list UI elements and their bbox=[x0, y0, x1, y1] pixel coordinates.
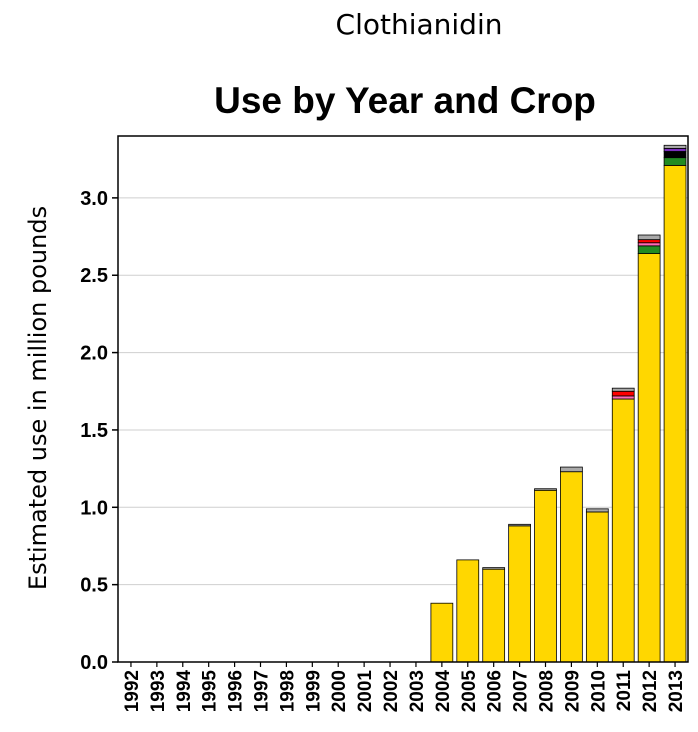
bar-segment-2006-s6 bbox=[482, 567, 506, 570]
bar-segment-2005-s0 bbox=[456, 559, 480, 663]
bar-segment-2009-s0 bbox=[560, 471, 583, 663]
x-tick-label: 2012 bbox=[640, 670, 661, 712]
x-tick-label: 2011 bbox=[614, 670, 635, 712]
x-tick-label: 1997 bbox=[252, 670, 273, 712]
plot-frame bbox=[117, 135, 689, 663]
bar-segment-2013-s5 bbox=[663, 147, 687, 152]
x-tick-label: 2013 bbox=[666, 670, 687, 712]
bar-segment-2008-s0 bbox=[534, 489, 557, 663]
bar-segment-2010-s6 bbox=[585, 508, 609, 513]
y-tick-label: 3.0 bbox=[80, 188, 108, 210]
x-tick-label: 2001 bbox=[355, 670, 376, 713]
x-tick-label: 1994 bbox=[174, 670, 195, 713]
bar-segment-2010-s0 bbox=[585, 511, 609, 663]
y-tick-label: 2.5 bbox=[80, 265, 108, 287]
bar-segment-2012-s0 bbox=[637, 253, 661, 663]
x-tick-label: 2002 bbox=[381, 670, 402, 712]
x-tick-label: 2006 bbox=[485, 670, 506, 712]
y-tick-label: 1.5 bbox=[80, 420, 108, 442]
x-tick-label: 1996 bbox=[226, 670, 247, 712]
bar-segment-2007-s6 bbox=[508, 523, 531, 527]
bar-segment-2008-s6 bbox=[534, 488, 557, 491]
x-tick-label: 1995 bbox=[200, 670, 221, 713]
gridlines bbox=[118, 197, 688, 586]
x-tick-label: 2000 bbox=[329, 670, 350, 712]
chart-title: Use by Year and Crop bbox=[214, 80, 596, 121]
bar-segment-2009-s6 bbox=[560, 466, 583, 473]
bar-segment-2011-s0 bbox=[611, 398, 635, 663]
y-tick-label: 2.0 bbox=[80, 343, 108, 365]
bar-segment-2007-s0 bbox=[508, 525, 531, 663]
bar-segment-2013-s4 bbox=[663, 151, 687, 159]
x-tick-label: 2009 bbox=[562, 670, 583, 712]
bar-segment-2013-s1 bbox=[663, 157, 687, 166]
x-tick-label: 1992 bbox=[122, 670, 143, 712]
y-axis-ticks: 0.0 0.5 1.0 1.5 2.0 2.5 3.0 bbox=[80, 188, 118, 674]
x-tick-label: 1999 bbox=[303, 670, 324, 712]
bar-segment-2012-s2 bbox=[637, 242, 661, 247]
bar-segment-2011-s2 bbox=[611, 395, 635, 400]
x-tick-label: 2007 bbox=[511, 670, 532, 712]
y-tick-label: 1.0 bbox=[80, 497, 108, 519]
bar-segment-2012-s1 bbox=[637, 245, 661, 254]
x-tick-label: 2010 bbox=[588, 670, 609, 712]
x-tick-label: 2005 bbox=[459, 670, 480, 713]
bar-segment-2011-s3 bbox=[611, 390, 635, 397]
x-tick-label: 2003 bbox=[407, 670, 428, 712]
x-tick-label: 2008 bbox=[537, 670, 558, 712]
bar-segment-2006-s0 bbox=[482, 568, 506, 663]
compound-name: Clothianidin bbox=[335, 8, 503, 41]
bar-segment-2004-s0 bbox=[430, 602, 454, 663]
x-tick-label: 1998 bbox=[277, 670, 298, 712]
x-tick-label: 1993 bbox=[148, 670, 169, 712]
bar-segment-2013-s0 bbox=[663, 164, 687, 663]
bar-segment-2012-s3 bbox=[637, 239, 661, 244]
bars bbox=[430, 144, 687, 663]
bar-segment-2012-s6 bbox=[637, 234, 661, 241]
x-axis-ticks: 1992 1993 1994 1995 1996 1997 1998 1999 2000 2001… bbox=[122, 662, 687, 712]
bar-segment-2011-s6 bbox=[611, 387, 635, 392]
y-tick-label: 0.5 bbox=[80, 575, 108, 597]
y-axis-label: Estimated use in million pounds bbox=[24, 206, 52, 590]
y-tick-label: 0.0 bbox=[80, 652, 108, 674]
x-tick-label: 2004 bbox=[433, 670, 454, 713]
bar-segment-2013-s6 bbox=[663, 144, 687, 149]
